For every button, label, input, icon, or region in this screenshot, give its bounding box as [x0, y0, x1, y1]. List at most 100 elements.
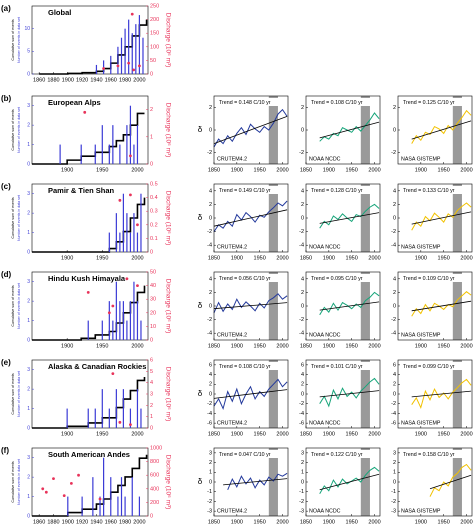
x-tick-label: 2000	[460, 255, 472, 261]
y-tick-label: 4	[209, 276, 212, 282]
y-tick-label: -4	[299, 411, 304, 417]
anomaly-line	[411, 202, 472, 231]
trend-label: Trend = 0.125 C/10 yr	[403, 100, 455, 106]
highlight-period	[452, 272, 462, 340]
event-bar	[136, 232, 139, 252]
trend-box	[401, 186, 463, 194]
event-bar	[129, 301, 132, 340]
event-bar	[131, 33, 133, 74]
discharge-dot	[52, 477, 55, 480]
plot-frame	[397, 359, 473, 429]
x-tick-label: 1850	[208, 167, 220, 173]
y-tick-label: 2	[393, 202, 396, 208]
y-tick-label: -1	[299, 489, 304, 495]
x-tick-label: 2000	[131, 255, 143, 261]
event-bar	[133, 213, 135, 252]
anomaly-line	[411, 378, 472, 410]
anomaly-line	[429, 463, 472, 497]
y2-tick-label: 0.4	[150, 195, 158, 201]
discharge-dot	[118, 198, 122, 202]
events-tick-label: 2	[27, 210, 30, 216]
x-tick-label: 1900	[323, 255, 335, 261]
trend-label: Trend = 0.122 C/10 yr	[311, 452, 363, 458]
highlight-period	[360, 272, 370, 340]
y2-tick-label: 4	[150, 380, 153, 386]
highlight-period	[268, 448, 278, 516]
x-tick-label: 1850	[300, 167, 312, 173]
discharge-dot	[86, 291, 90, 294]
x-tick-label: 1950	[346, 167, 358, 173]
y-tick-label: 0	[393, 215, 396, 221]
y-tick-label: 0	[301, 303, 304, 309]
y-tick-label: 0	[301, 391, 304, 397]
highlight-period	[452, 448, 462, 516]
event-bar	[103, 457, 105, 516]
discharge-dot	[129, 423, 132, 426]
event-bar	[80, 144, 82, 164]
event-bar	[101, 389, 103, 428]
plot-frame	[31, 447, 149, 517]
plot-frame	[31, 5, 149, 75]
trend-label: Trend = 0.101 C/10 yr	[311, 364, 363, 370]
highlight-period	[360, 448, 370, 516]
x-tick-label: 1950	[254, 431, 266, 437]
panel-label: (f)	[1, 446, 9, 455]
y-tick-label: 3	[209, 450, 212, 456]
x-tick-label: 2000	[131, 431, 143, 437]
discharge-dot	[62, 494, 66, 497]
event-bar	[126, 320, 128, 340]
x-tick-label: 2000	[460, 519, 472, 525]
y2-tick-label: 400	[150, 486, 159, 492]
trend-label: Trend = 0.095 C/10 yr	[311, 276, 363, 282]
events-tick-label: 0	[27, 337, 30, 343]
events-tick-label: 0	[27, 161, 30, 167]
trend-line	[223, 478, 288, 486]
x-tick-label: 1900	[323, 519, 335, 525]
highlight-period	[360, 360, 370, 428]
dataset-label: NOAA NCDC	[309, 156, 341, 162]
events-tick-label: 1	[27, 318, 30, 324]
y-axis-label: δ	[198, 213, 203, 222]
trend-line	[319, 473, 380, 491]
trend-label: Trend = 0.056 C/10 yr	[219, 276, 271, 282]
event-bar	[81, 496, 83, 516]
y-tick-label: 0	[209, 303, 212, 309]
y-tick-label: -2	[391, 317, 396, 323]
y-tick-label: -2	[391, 229, 396, 235]
y-tick-label: -4	[391, 411, 396, 417]
events-tick-label: 1	[27, 142, 30, 148]
dataset-label: NOAA NCDC	[309, 332, 341, 338]
y-tick-label: 2	[393, 290, 396, 296]
x-tick-label: 2000	[276, 519, 288, 525]
event-bar	[67, 496, 69, 516]
event-bar	[120, 477, 123, 516]
x-tick-label: 1850	[300, 255, 312, 261]
x-tick-label: 1940	[90, 519, 102, 525]
event-bar	[136, 125, 139, 164]
y2-tick-label: 6	[150, 357, 153, 363]
dataset-label: NASA GISTEMP	[401, 420, 441, 426]
plot-frame	[213, 183, 289, 253]
y-tick-label: -2	[207, 229, 212, 235]
anomaly-line	[227, 472, 288, 490]
plot-frame	[305, 447, 381, 517]
event-bar	[110, 477, 112, 516]
y2-tick-label: 50	[150, 269, 156, 275]
event-bar	[138, 496, 141, 516]
x-tick-label: 1850	[208, 519, 220, 525]
events-tick-label: 3	[27, 279, 30, 285]
y2-tick-label: 1000	[150, 445, 162, 451]
x-tick-label: 1950	[438, 431, 450, 437]
event-bar	[108, 408, 110, 428]
y-tick-label: -6	[299, 421, 304, 427]
x-tick-label: 1950	[254, 167, 266, 173]
y2-tick-label: 250	[150, 3, 159, 9]
plot-frame	[31, 95, 149, 165]
x-tick-label: 2000	[460, 343, 472, 349]
trend-line	[429, 474, 472, 490]
y-tick-label: -4	[299, 331, 304, 337]
highlight-period	[268, 360, 278, 428]
y-tick-label: 4	[301, 276, 304, 282]
trend-label: Trend = 0.108 C/10 yr	[311, 100, 363, 106]
cumulative-line	[39, 19, 148, 75]
